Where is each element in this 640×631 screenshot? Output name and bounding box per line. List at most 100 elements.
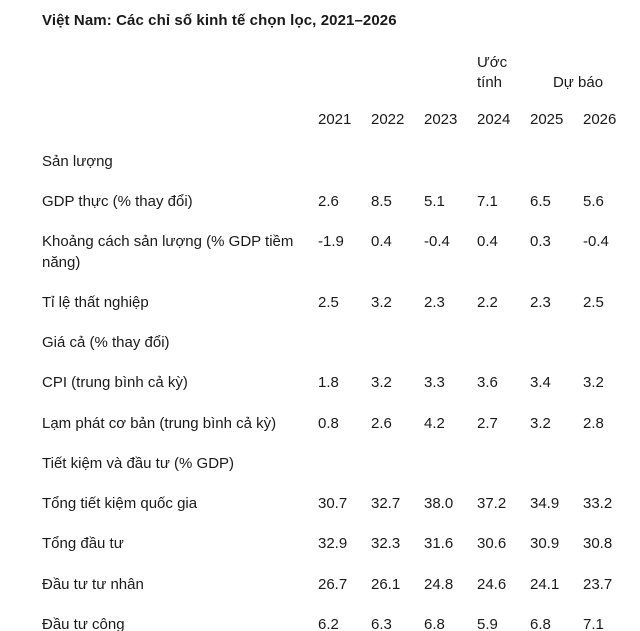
cell-value: 4.2 [424,414,445,432]
cell-value: 24.1 [530,575,560,593]
cell-value: 6.8 [424,615,445,631]
table-row: Đầu tư tư nhân 26.7 26.1 24.8 24.6 24.1 23.7 [42,565,636,605]
cell-value: 6.8 [530,615,551,631]
cell-value: 7.1 [583,615,604,631]
table-row: Tổng đầu tư 32.9 32.3 31.6 30.6 30.9 30.8 [42,524,636,564]
cell-empty [424,323,477,363]
cell-value: 5.6 [583,193,604,210]
cell-empty [583,323,636,363]
table-row: Lạm phát cơ bản (trung bình cả kỳ) 0.8 2.6… [42,404,636,444]
cell-value: -0.4 [583,233,609,251]
cell-empty [477,444,530,484]
cell-empty [424,142,477,182]
group-header-spacer [42,47,318,96]
cell-value: 2.5 [583,293,604,311]
cell-value: 30.6 [477,535,507,553]
cell-value: 2.5 [318,293,339,311]
row-label: GDP thực (% thay đổi) [42,193,193,210]
cell-value: 3.2 [371,293,392,311]
cell-value: 32.9 [318,535,348,553]
row-label: CPI (trung bình cả kỳ) [42,374,188,392]
cell-value: 3.2 [371,374,392,392]
table-row: Khoảng cách sản lượng (% GDP tiềm năng) -… [42,222,636,283]
cell-value: -1.9 [318,233,344,251]
cell-empty [371,444,424,484]
row-label: Đầu tư công [42,615,125,631]
group-header-row: Ước tính Dự báo [42,47,636,96]
cell-value: 31.6 [424,535,454,553]
row-label: Tổng tiết kiệm quốc gia [42,495,198,512]
section-row: Tiết kiệm và đầu tư (% GDP) [42,444,636,484]
page-title: Việt Nam: Các chỉ số kinh tế chọn lọc, 2… [42,12,397,29]
cell-empty [371,323,424,363]
cell-value: 3.6 [477,374,498,392]
years-row-spacer [42,96,318,142]
estimate-header: Ước tính [477,54,508,92]
cell-empty [583,444,636,484]
group-header-spacer [318,47,477,96]
table-row: GDP thực (% thay đổi) 2.6 8.5 5.1 7.1 6.5 5.6 [42,182,636,222]
cell-value: 6.3 [371,615,392,631]
cell-value: 30.8 [583,535,613,553]
cell-value: 37.2 [477,495,507,512]
year-column-header: 2025 [530,110,564,128]
cell-empty [530,323,583,363]
cell-value: -0.4 [424,233,450,251]
cell-value: 24.6 [477,575,507,593]
cell-value: 26.1 [371,575,401,593]
cell-value: 6.5 [530,193,551,210]
table-row: Đầu tư công 6.2 6.3 6.8 5.9 6.8 7.1 [42,605,636,631]
cell-value: 2.3 [424,293,445,311]
year-column-header: 2023 [424,110,458,128]
cell-value: 2.7 [477,414,498,432]
forecast-header: Dự báo [552,74,604,92]
row-label: Tổng đầu tư [42,535,124,553]
table-row: CPI (trung bình cả kỳ) 1.8 3.2 3.3 3.6 3.4 3.2 [42,363,636,403]
cell-value: 3.2 [583,374,604,392]
cell-value: 3.4 [530,374,551,392]
year-column-header: 2022 [371,110,405,128]
cell-empty [318,444,371,484]
cell-empty [477,323,530,363]
years-row: 2021 2022 2023 2024 2025 2026 [42,96,636,142]
cell-value: 32.7 [371,495,401,512]
cell-empty [583,142,636,182]
row-label: Khoảng cách sản lượng (% GDP tiềm năng) [42,233,294,271]
section-row: Giá cả (% thay đổi) [42,323,636,363]
row-label: Lạm phát cơ bản (trung bình cả kỳ) [42,414,277,432]
year-column-header: 2021 [318,110,352,128]
cell-value: 2.6 [371,414,392,432]
cell-value: 2.2 [477,293,498,311]
cell-value: 3.2 [530,414,551,432]
cell-value: 2.6 [318,193,339,210]
section-label: Tiết kiệm và đầu tư (% GDP) [42,454,235,472]
cell-value: 0.4 [371,233,392,251]
cell-value: 38.0 [424,495,454,512]
cell-value: 32.3 [371,535,401,553]
cell-value: 7.1 [477,193,498,210]
year-column-header: 2024 [477,110,511,128]
cell-empty [530,142,583,182]
cell-value: 23.7 [583,575,613,593]
cell-empty [477,142,530,182]
cell-value: 0.3 [530,233,551,251]
cell-value: 24.8 [424,575,454,593]
table-body: Sản lượng GDP thực (% thay đổi) 2.6 8.5 5.1 7… [42,142,636,631]
cell-value: 8.5 [371,193,392,210]
cell-value: 5.9 [477,615,498,631]
row-label: Đầu tư tư nhân [42,575,144,593]
cell-empty [371,142,424,182]
cell-value: 0.4 [477,233,498,251]
cell-value: 26.7 [318,575,348,593]
cell-empty [318,323,371,363]
cell-value: 2.3 [530,293,551,311]
cell-value: 2.8 [583,414,604,432]
cell-value: 33.2 [583,495,613,512]
cell-value: 0.8 [318,414,339,432]
cell-value: 30.9 [530,535,560,553]
section-label: Sản lượng [42,152,113,170]
row-label: Tỉ lệ thất nghiệp [42,293,149,311]
cell-empty [424,444,477,484]
year-column-header: 2026 [583,110,617,128]
cell-value: 6.2 [318,615,339,631]
